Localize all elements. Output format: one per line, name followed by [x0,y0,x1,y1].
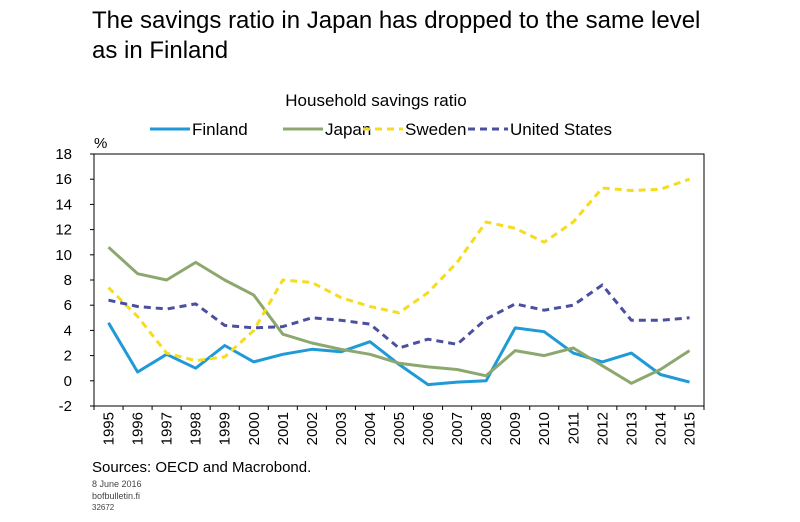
y-tick-label: 14 [55,196,72,213]
x-tick-label: 1997 [159,412,176,445]
x-tick-label: 1999 [217,412,234,445]
x-tick-label: 2003 [333,412,350,445]
series-line-finland [107,322,690,387]
x-tick-label: 2002 [304,412,321,445]
series-line-sweden [107,177,690,363]
publication-date: 8 June 2016 [92,479,142,489]
series-line-japan [107,246,691,385]
x-tick-label: 1996 [130,412,147,445]
y-tick-label: 16 [55,171,72,188]
y-axis: -2 0 2 4 6 8 10 12 14 16 18 [55,146,94,415]
x-tick-label: 2010 [536,412,553,445]
x-tick-label: 1998 [188,412,205,445]
legend-label-sweden: Sweden [405,120,466,139]
y-tick-label: 0 [64,373,72,390]
x-tick-label: 2011 [565,412,582,444]
y-tick-label: 12 [55,222,72,239]
x-tick-label: 2001 [275,412,292,445]
chart-title: Household savings ratio [285,91,466,110]
y-axis-unit-label: % [94,135,107,152]
chart-code: 32672 [92,503,115,512]
y-tick-label: 4 [64,322,72,339]
x-tick-label: 2012 [594,412,611,445]
site-name: bofbulletin.fi [92,491,141,501]
y-tick-label: 6 [64,297,72,314]
series-lines [107,177,691,387]
legend-label-japan: Japan [325,120,371,139]
legend-label-finland: Finland [192,120,248,139]
plot-area-frame [93,153,705,407]
y-tick-label: 10 [55,247,72,264]
y-tick-label: 2 [64,348,72,365]
x-tick-label: 2008 [478,412,495,445]
x-tick-label: 2014 [652,412,669,445]
x-tick-label: 2009 [507,412,524,445]
x-axis: 1995 1996 1997 1998 1999 2000 2001 2002 2003 2004… [93,406,705,445]
x-tick-label: 2004 [362,412,379,445]
chart-headline: The savings ratio in Japan has dropped t… [92,7,701,64]
x-tick-label: 1995 [101,412,118,445]
x-tick-label: 2005 [391,412,408,445]
y-tick-label: -2 [59,398,72,415]
x-tick-label: 2000 [246,412,263,445]
x-tick-label: 2007 [449,412,466,445]
x-tick-label: 2015 [681,412,698,445]
sources-note: Sources: OECD and Macrobond. [92,459,312,476]
y-tick-label: 8 [64,272,72,289]
series-line-united-states [108,283,690,350]
x-tick-label: 2006 [420,412,437,445]
x-tick-label: 2013 [623,412,640,445]
legend: Finland Japan Sweden United States [150,120,612,139]
legend-label-united-states: United States [510,120,612,139]
y-tick-label: 18 [55,146,72,163]
